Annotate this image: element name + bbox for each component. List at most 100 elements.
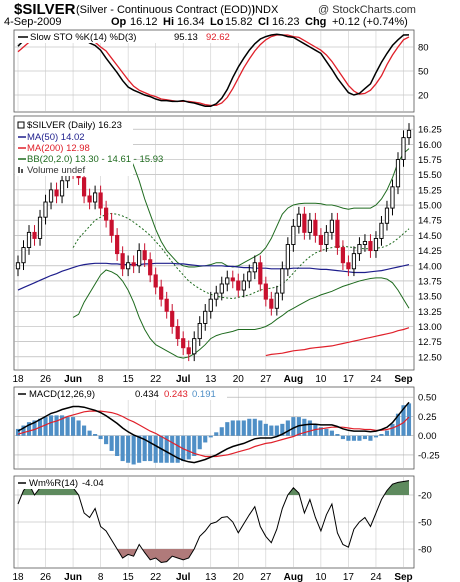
macd-hist-bar [192,435,197,456]
chart-date: 4-Sep-2009 [4,16,62,28]
candle-body [318,234,323,245]
price-candle [159,279,164,307]
x-axis-label: 15 [123,374,135,385]
x-axis-label: Jul [176,374,191,385]
macd-hist-bar [126,435,131,463]
macd-hist-bar [87,430,92,436]
macd-tick-label: -0.25 [418,450,440,461]
volume-legend: Volume undef [27,165,85,176]
ma50-line [17,262,410,291]
x-axis-label: 24 [370,572,382,582]
macd-hist-bar [225,422,230,436]
price-candle [126,255,131,277]
candle-body [390,186,395,209]
price-candle [59,173,65,204]
ohlc-high-label: Hi [163,16,174,28]
ma200-line [265,327,410,357]
candle-body [203,310,208,324]
macd-hist-bar [241,420,246,436]
candle-body [252,262,257,273]
macd-panel-frame [13,386,415,470]
candle-body [170,310,175,327]
volume-legend-swatch [18,167,20,173]
x-axis-label: Jun [64,374,82,385]
macd-hist-bar [302,418,307,436]
macd-hist-bar [236,420,241,436]
stoch-tick-labels: 80 50 20 [418,43,429,102]
macd-hist-bar [98,435,103,440]
price-candle [340,240,346,271]
candle-body [291,225,296,245]
candle-body [208,298,213,312]
candle-body [186,347,191,355]
price-candle [197,316,202,346]
price-candle [181,331,186,356]
candle-body [236,280,241,291]
price-candle [92,185,98,210]
macd-hist-bar [120,435,125,462]
price-tick-label: 12.50 [418,352,442,363]
candle-body [401,137,406,160]
macd-hist-bar [346,435,351,441]
x-axis-label: 17 [343,572,355,582]
x-axis-label: 18 [12,572,24,582]
candle-body [87,195,92,203]
candle-body [26,231,32,249]
candle-body [159,286,164,300]
ohlc-open-value: 16.12 [130,16,158,28]
candle-body [329,219,335,233]
price-tick-label: 13.25 [418,307,442,318]
candle-body [32,231,37,239]
macd-hist-bar [379,434,384,436]
x-axis-label: Jun [64,572,82,582]
price-candle [324,225,329,252]
price-candle [313,212,318,243]
price-candle [241,273,246,298]
macd-hist-bar [175,435,180,463]
candle-body [181,338,186,349]
candle-body [274,292,279,309]
macd-hist-bar [54,415,59,436]
price-candle [274,285,279,316]
macd-hist-bar [362,435,368,440]
price-candle [148,252,153,283]
macd-hist-bar [291,417,296,436]
chart-exchange: INDX [252,4,279,16]
price-candle [164,291,169,319]
wmr-overbought-fill [21,484,35,495]
price-candle [192,331,197,362]
stoch-tick-label: 20 [418,91,429,102]
macd-hist-bar [335,434,340,436]
price-tick-label: 15.25 [418,185,442,196]
macd-hist-bar [48,415,54,436]
candle-body [379,222,384,239]
price-candle [214,285,219,307]
price-tick-label: 12.75 [418,337,442,348]
price-candle [175,319,180,346]
wmr-overbought-fill [384,480,409,495]
ohlc-change-value: +0.12 (+0.74%) [332,16,408,28]
macd-hist-bar [208,435,213,438]
x-axis-label: 15 [123,572,135,582]
price-candle [368,234,373,258]
macd-hist-bar [76,420,81,436]
price-tick-label: 14.00 [418,261,442,272]
candle-body [285,244,290,270]
candle-body [126,262,131,270]
price-candle [186,340,191,362]
macd-hist-bar [285,420,290,436]
x-axis-label: Aug [284,572,303,582]
price-candle [15,255,21,277]
price-candle [54,182,59,204]
candle-body [280,268,285,294]
candle-body [109,219,114,236]
candle-body [115,234,120,255]
macd-signal-value: 0.243 [164,389,188,400]
price-candle [384,200,390,231]
ohlc-open-label: Op [111,16,127,28]
macd-hist-bar [318,427,323,436]
macd-hist-bar [82,425,87,436]
macd-hist-bar [203,435,208,443]
x-axis-label: 20 [233,374,245,385]
macd-hist-bar [274,425,279,436]
